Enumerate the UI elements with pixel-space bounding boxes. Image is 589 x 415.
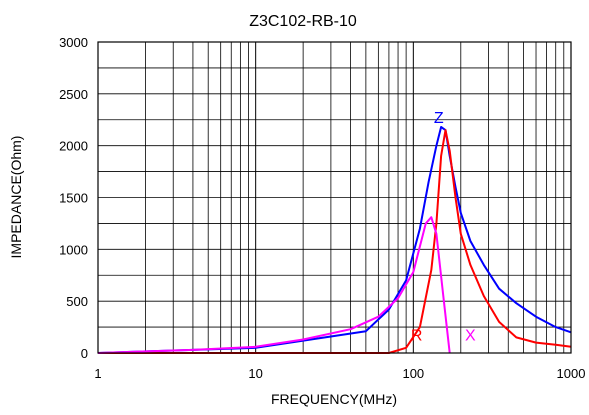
series-label-r: R (411, 328, 423, 345)
series-line-z (97, 126, 572, 354)
x-tick-label: 1000 (557, 366, 586, 381)
series-label-x: X (465, 328, 476, 345)
y-tick-label: 1500 (59, 191, 88, 206)
y-tick-label: 0 (81, 346, 88, 361)
x-axis-title: FREQUENCY(MHz) (271, 391, 397, 407)
y-axis-title: IMPEDANCE(Ohm) (8, 136, 24, 259)
series-line-r (98, 129, 572, 354)
series-lines (97, 126, 572, 354)
x-tick-label: 10 (248, 366, 262, 381)
y-tick-label: 2500 (59, 87, 88, 102)
series-label-z: Z (434, 110, 444, 127)
x-tick-label: 100 (402, 366, 424, 381)
y-tick-label: 1000 (59, 242, 88, 257)
y-tick-label: 500 (66, 294, 88, 309)
tick-labels: 1 10 100 1000 0 500 1000 1500 2000 2500 3000 (59, 35, 585, 381)
x-tick-label: 1 (94, 366, 101, 381)
y-tick-label: 2000 (59, 139, 88, 154)
plot-frame (97, 41, 572, 354)
grid (97, 41, 571, 354)
chart-title: Z3C102-RB-10 (249, 13, 357, 30)
y-tick-label: 3000 (59, 35, 88, 50)
series-labels: Z R X (411, 110, 476, 345)
series-line-x (97, 216, 451, 354)
